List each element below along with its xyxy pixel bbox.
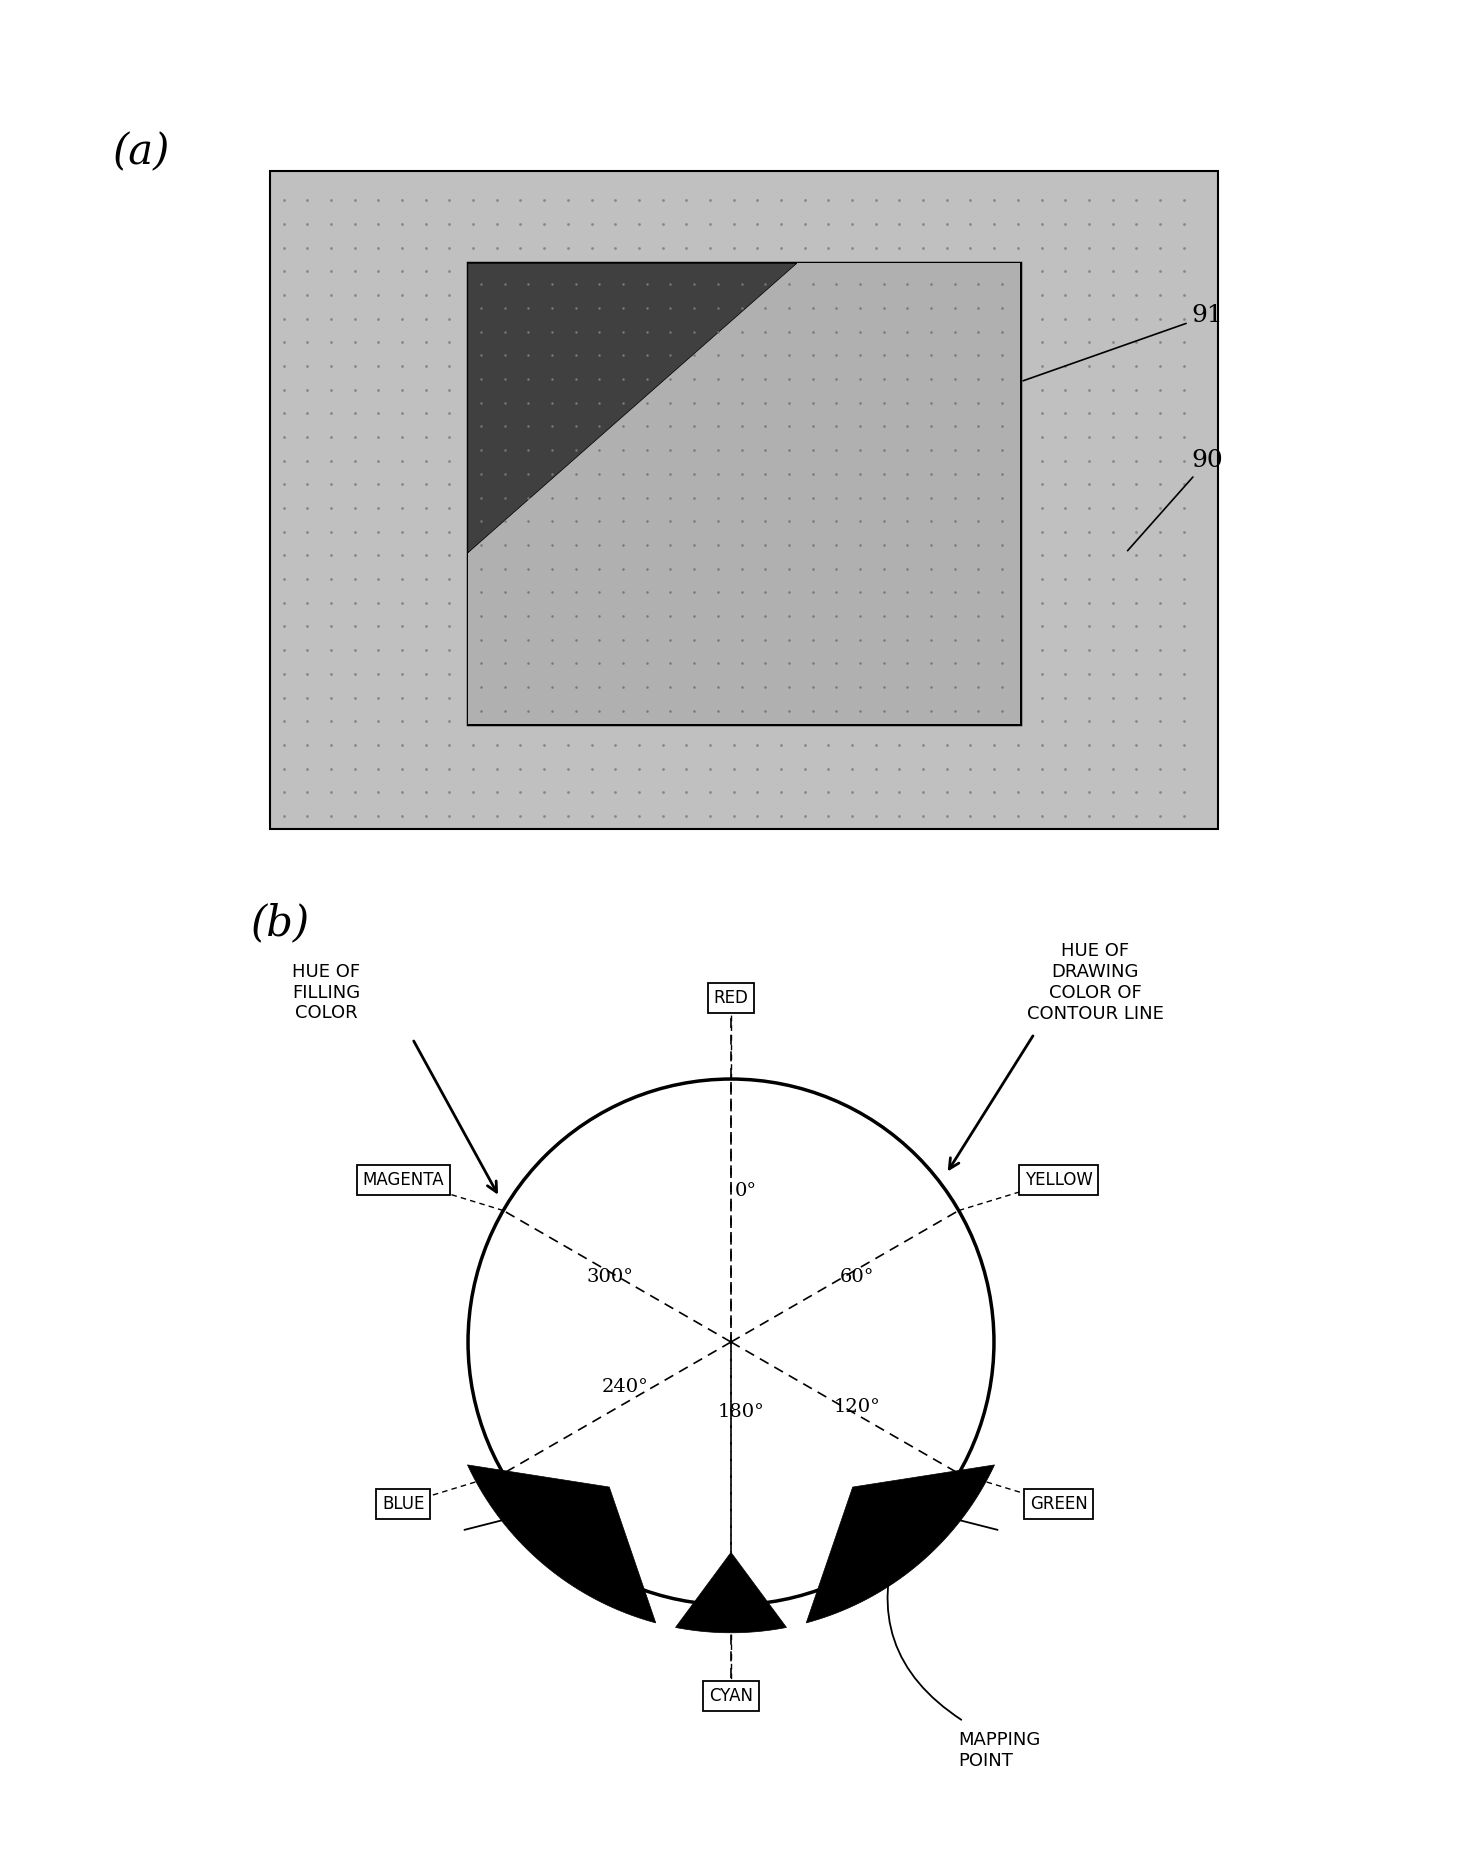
Text: HUE OF
DRAWING
COLOR OF
CONTOUR LINE: HUE OF DRAWING COLOR OF CONTOUR LINE [1026,942,1164,1023]
Text: 0°: 0° [735,1182,757,1201]
Text: 240°: 240° [602,1379,649,1395]
Text: MAPPING
POINT: MAPPING POINT [959,1731,1041,1770]
Text: BLUE: BLUE [382,1495,424,1513]
Polygon shape [806,1465,994,1622]
Text: YELLOW: YELLOW [1025,1171,1092,1189]
Text: (b): (b) [250,903,310,944]
Text: 180°: 180° [718,1403,765,1422]
Text: 300°: 300° [586,1268,633,1285]
Text: 90: 90 [1127,450,1224,551]
Text: CYAN: CYAN [709,1688,753,1704]
Text: 120°: 120° [833,1399,880,1416]
Bar [468,264,1020,723]
Text: (a): (a) [113,131,170,174]
Polygon shape [675,1553,787,1633]
Polygon shape [468,264,1020,723]
Text: MAGENTA: MAGENTA [363,1171,444,1189]
Polygon shape [468,1465,656,1622]
Polygon shape [468,264,797,553]
Bar [270,170,1218,830]
Text: RED: RED [713,989,749,1008]
Text: 91: 91 [1023,305,1224,380]
Text: GREEN: GREEN [1029,1495,1088,1513]
Text: 60°: 60° [839,1268,874,1285]
Text: HUE OF
FILLING
COLOR: HUE OF FILLING COLOR [292,963,361,1023]
